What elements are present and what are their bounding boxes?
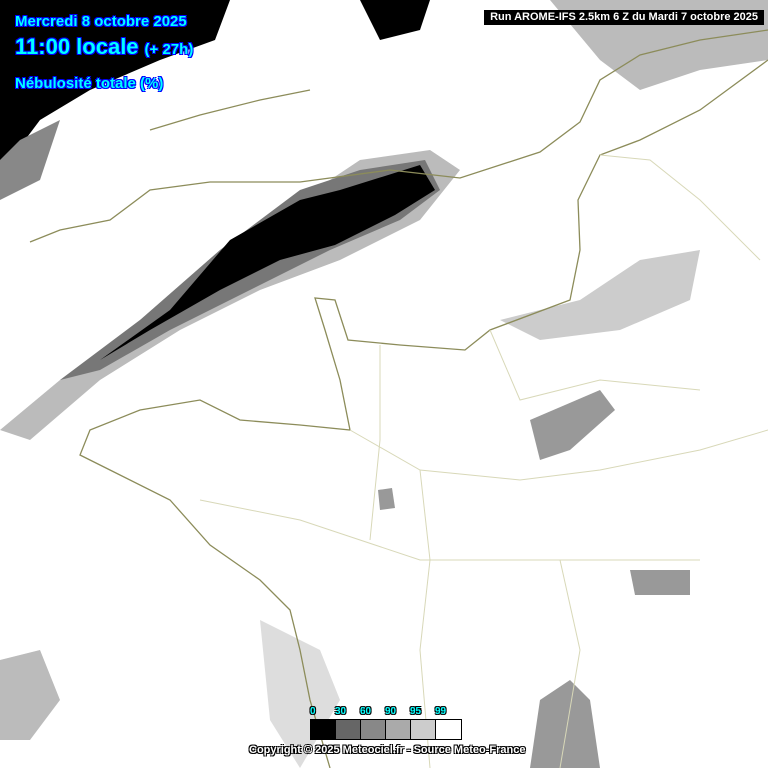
forecast-date: Mercredi 8 octobre 2025	[15, 13, 187, 30]
parameter-title: Nébulosité totale (%)	[15, 75, 164, 92]
forecast-time: 11:00 locale (+ 27h)	[15, 34, 193, 60]
legend-swatch	[361, 720, 386, 739]
legend-tick: 95	[410, 706, 422, 717]
legend-swatch	[386, 720, 411, 739]
color-legend: 0 30 60 90 95 99	[310, 706, 462, 740]
legend-tick: 60	[360, 706, 372, 717]
legend-swatch	[311, 720, 336, 739]
legend-tick: 0	[310, 706, 316, 717]
forecast-offset: (+ 27h)	[144, 41, 194, 58]
coastlines	[29, 29, 768, 768]
run-label: Run AROME-IFS 2.5km 6 Z du Mardi 7 octob…	[484, 10, 764, 25]
legend-swatch	[436, 720, 461, 739]
legend-swatch	[336, 720, 361, 739]
legend-tick: 99	[435, 706, 447, 717]
forecast-local-time: 11:00 locale	[15, 34, 139, 59]
copyright: Copyright © 2025 Meteociel.fr - Source M…	[249, 744, 526, 756]
legend-tick: 30	[335, 706, 347, 717]
legend-tick: 90	[385, 706, 397, 717]
borders	[199, 154, 768, 768]
legend-swatch	[411, 720, 436, 739]
